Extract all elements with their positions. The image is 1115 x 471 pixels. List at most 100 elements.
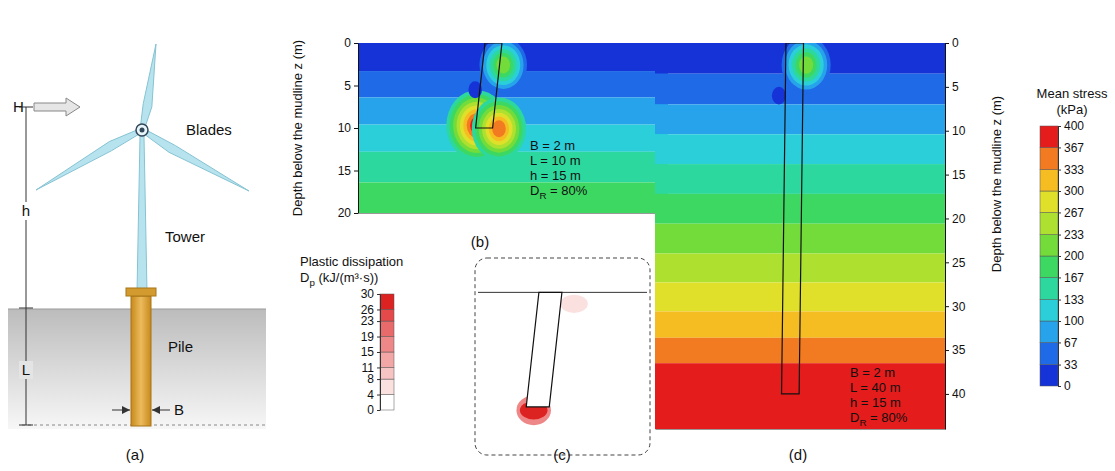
colorbar-band	[1040, 277, 1058, 299]
annotation-part: = 80%	[546, 183, 587, 198]
stress-hotspot	[792, 48, 820, 81]
tick-label: 30	[952, 300, 966, 314]
stress-hotspot	[799, 56, 813, 74]
tick: 10	[338, 121, 358, 135]
tick-mark	[377, 410, 380, 411]
tick: 167	[1058, 271, 1084, 285]
tick: 10	[945, 124, 966, 138]
label-patch	[19, 361, 33, 379]
tick: 133	[1058, 293, 1084, 307]
stress-hotspot	[490, 49, 517, 81]
colorbar-axis: 03367100133167200233267300333367400	[1058, 119, 1084, 393]
tick-mark	[1058, 235, 1061, 236]
tick-label: 67	[1064, 336, 1078, 350]
tick-mark	[945, 350, 949, 351]
y-axis: 05101520	[338, 36, 359, 220]
tick-label: 30	[361, 287, 375, 301]
tick-label: 367	[1064, 141, 1084, 155]
annotation-part: D	[530, 183, 539, 198]
tick: 5	[344, 79, 358, 93]
colorbar-title-part: Plastic dissipation	[300, 254, 403, 269]
tick: 0	[367, 403, 380, 417]
tick-label: 0	[952, 36, 959, 50]
tick-mark	[945, 218, 949, 219]
tick: 0	[945, 36, 959, 50]
stress-hotspot	[482, 109, 516, 149]
tick: 100	[1058, 314, 1084, 328]
annotation-subscript: R	[539, 190, 546, 201]
axis-line	[945, 44, 946, 430]
plot-area	[655, 43, 945, 429]
stress-hotspot	[772, 87, 786, 105]
tick-label: 19	[361, 330, 375, 344]
tick-mark	[945, 175, 949, 176]
hub	[136, 124, 148, 136]
colorbar-band	[1040, 170, 1058, 191]
annotation-part: L = 40 m	[850, 380, 900, 395]
stress-hotspot	[486, 45, 520, 85]
colorbar-band	[1040, 256, 1058, 277]
stress-hotspot	[479, 43, 527, 93]
tick-mark	[377, 379, 380, 380]
tick-label: 20	[952, 212, 966, 226]
label-patch	[19, 202, 33, 220]
annotation: DR = 80%	[850, 410, 908, 428]
tick-label: 300	[1064, 184, 1084, 198]
stress-band	[655, 224, 945, 254]
pile-label: Pile	[168, 338, 193, 355]
tick-label: 25	[952, 256, 966, 270]
tick-label: 40	[952, 387, 966, 401]
diameter-label: B	[174, 401, 184, 418]
tick: 333	[1058, 163, 1084, 177]
stress-hotspot	[796, 52, 817, 77]
stress-band	[655, 164, 945, 194]
tick-mark	[354, 171, 358, 172]
hub-centre	[140, 128, 145, 133]
stress-hotspot	[789, 44, 824, 85]
dissipation-zone	[560, 295, 588, 313]
tick-label: 11	[362, 361, 375, 375]
tick: 233	[1058, 228, 1084, 242]
stress-hotspot	[475, 101, 523, 156]
tick-label: 0	[344, 36, 351, 50]
colorbar	[380, 294, 394, 410]
annotation: B = 2 m	[850, 365, 895, 380]
panel-letter: (d)	[789, 446, 807, 463]
x-axis	[359, 213, 669, 214]
blade	[36, 128, 143, 190]
tick-label: 5	[344, 79, 351, 93]
inset-frame	[475, 258, 650, 455]
tick: 400	[1058, 119, 1084, 133]
tower-label: Tower	[165, 228, 205, 245]
colorbar-band	[380, 352, 394, 367]
tick-mark	[1058, 386, 1061, 387]
y-axis: 0510152025303540	[945, 36, 966, 429]
tick-label: 0	[367, 403, 374, 417]
axis-line	[358, 44, 359, 214]
tick-mark	[354, 43, 358, 44]
colorbar-band	[1040, 300, 1058, 321]
stress-band	[655, 104, 945, 134]
tick-label: 35	[952, 343, 966, 357]
annotation-part: h = 15 m	[530, 168, 581, 183]
tick-mark	[945, 306, 949, 307]
stress-hotspot	[492, 120, 506, 137]
stress-band	[358, 182, 668, 213]
panel-letter: (a)	[126, 446, 144, 463]
axis-line	[359, 213, 669, 214]
stress-band	[655, 134, 945, 164]
tick: 67	[1058, 336, 1078, 350]
axis-line	[380, 295, 381, 411]
dimension-tick	[19, 107, 33, 108]
stress-hotspot	[493, 53, 513, 78]
tick: 30	[945, 300, 966, 314]
tick: 367	[1058, 141, 1084, 155]
stress-hotspot	[485, 113, 512, 145]
tick: 15	[945, 168, 966, 182]
pile-cap	[126, 288, 156, 296]
tick: 200	[1058, 249, 1084, 263]
tick-mark	[1058, 212, 1061, 213]
colorbar-title: Dp (kJ/(m³·s))	[300, 270, 378, 288]
tick: 15	[338, 164, 358, 178]
colorbar-band	[1040, 212, 1058, 234]
